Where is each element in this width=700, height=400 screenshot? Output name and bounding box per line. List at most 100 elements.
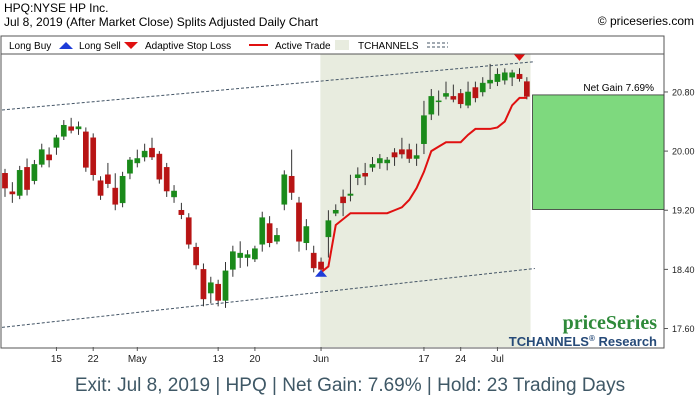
candle (237, 241, 244, 268)
candle-body (369, 164, 376, 168)
long-sell-arrow-icon (124, 42, 138, 49)
candle-body (501, 72, 508, 81)
x-tick-label: 22 (88, 354, 100, 365)
copyright-link[interactable]: © priceseries.com (597, 14, 694, 28)
candle (149, 137, 155, 160)
candle-body (399, 149, 405, 155)
candle-body (2, 173, 8, 189)
candle-body (479, 82, 486, 93)
candle (215, 279, 222, 307)
candle (435, 90, 442, 116)
candle (53, 134, 60, 155)
y-axis: 20.80 20.00 19.20 18.40 17.60 (664, 87, 695, 334)
x-tick-label: 24 (455, 354, 467, 365)
candle-body (435, 100, 442, 103)
candle-body (472, 87, 479, 99)
candle (296, 196, 302, 252)
candle-body (38, 149, 45, 165)
tchannels-research-label: TCHANNELS® Research (509, 334, 657, 349)
candle (2, 168, 8, 197)
candle-body (31, 164, 38, 181)
candle (509, 69, 515, 87)
candle-body (450, 96, 457, 100)
candle-body (465, 91, 471, 106)
candle (134, 149, 141, 168)
candle (472, 81, 479, 103)
candlesticks (2, 63, 530, 308)
candle-body (340, 196, 346, 204)
candle-body (60, 124, 67, 137)
legend-long-sell-label: Long Sell (79, 41, 121, 52)
candle (354, 167, 361, 186)
candle (127, 157, 133, 180)
candle (443, 81, 449, 100)
candle-body (516, 73, 523, 79)
candle-body (185, 217, 192, 245)
candle-body (487, 79, 493, 84)
candle (479, 77, 486, 97)
candle (516, 68, 523, 82)
candle (90, 133, 97, 181)
x-tick-label: 13 (213, 354, 225, 365)
candle-body (149, 147, 155, 158)
candle (347, 174, 354, 202)
x-tick-label: 20 (249, 354, 261, 365)
candle-body (421, 115, 427, 144)
candle-body (354, 174, 361, 178)
candle (413, 143, 420, 166)
candle (222, 261, 229, 308)
legend-active-trade-label: Active Trade (275, 41, 331, 52)
candle (112, 173, 119, 211)
candle-body (127, 159, 133, 174)
candle (332, 204, 339, 217)
candle (524, 77, 530, 100)
candle-body (443, 93, 449, 97)
candle-body (318, 261, 324, 270)
candle-body (296, 202, 302, 242)
candle (501, 68, 508, 85)
candle (75, 121, 82, 135)
trade-signals (315, 53, 526, 277)
long-sell-signal-icon (513, 53, 526, 61)
y-tick-label: 20.00 (672, 147, 695, 157)
candle (406, 143, 413, 163)
net-gain-label: Net Gain 7.69% (583, 83, 654, 94)
candle-body (406, 149, 413, 159)
candle (450, 84, 457, 103)
candle-body (377, 158, 383, 164)
candle (9, 182, 16, 203)
chart-header: HPQ:NYSE HP Inc. Jul 8, 2019 (After Mark… (0, 0, 700, 36)
candle-body (105, 174, 111, 184)
active-trade-region (320, 37, 531, 347)
candle (97, 176, 104, 200)
candle (399, 137, 405, 159)
candle (68, 117, 75, 134)
candle (369, 157, 376, 172)
candle-body (362, 173, 368, 177)
candle-body (310, 252, 317, 269)
candle-body (200, 269, 207, 300)
candle (200, 263, 207, 307)
chart-title: HPQ:NYSE HP Inc. (4, 1, 109, 15)
candle-body (509, 72, 515, 78)
candle-body (90, 137, 97, 176)
candle-body (16, 170, 23, 196)
candle-body (134, 158, 141, 164)
candle (494, 68, 501, 87)
candle-body (494, 73, 501, 82)
candle-body (259, 217, 266, 245)
candle (362, 162, 368, 186)
legend-long-buy-label: Long Buy (9, 41, 51, 52)
candle (105, 162, 111, 189)
net-gain-box (532, 94, 665, 210)
x-tick-label: May (128, 354, 147, 365)
tchannel-lines (1, 61, 535, 328)
candle-body (288, 175, 295, 193)
candle (465, 81, 471, 109)
candle-body (413, 155, 420, 159)
candle-body (303, 226, 310, 244)
candle-body (222, 270, 229, 301)
candle-body (207, 282, 214, 294)
candle-body (347, 193, 354, 196)
